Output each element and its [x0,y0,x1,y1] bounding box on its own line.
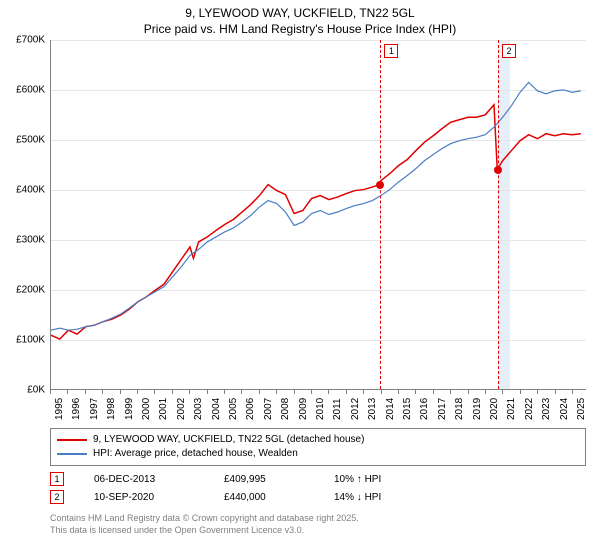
x-tick-label: 2025 [576,398,587,420]
series-hpi [51,82,581,330]
page-subtitle: Price paid vs. HM Land Registry's House … [0,20,600,40]
sale-date: 06-DEC-2013 [94,474,194,485]
footer-line2: This data is licensed under the Open Gov… [50,524,586,536]
y-tick-label: £600K [3,85,45,96]
x-tick-label: 2012 [350,398,361,420]
footer: Contains HM Land Registry data © Crown c… [50,512,586,536]
legend-swatch [57,453,87,455]
x-tick-label: 2015 [402,398,413,420]
x-tick-label: 2017 [437,398,448,420]
y-tick-label: £0K [3,385,45,396]
x-tick-label: 2007 [263,398,274,420]
plot-area: £0K£100K£200K£300K£400K£500K£600K£700K12 [50,40,586,390]
x-tick-label: 2004 [211,398,222,420]
x-tick-label: 2011 [332,398,343,420]
x-tick-label: 1996 [71,398,82,420]
x-tick-label: 2021 [506,398,517,420]
y-tick-label: £500K [3,135,45,146]
sale-marker: 1 [384,44,398,58]
x-tick-label: 2013 [367,398,378,420]
page-title: 9, LYEWOOD WAY, UCKFIELD, TN22 5GL [0,0,600,20]
x-tick-label: 2010 [315,398,326,420]
x-tick-label: 2008 [280,398,291,420]
sale-marker-box: 2 [50,490,64,504]
y-tick-label: £700K [3,35,45,46]
chart-lines [51,40,586,389]
y-tick-label: £200K [3,285,45,296]
x-tick-label: 2016 [419,398,430,420]
x-tick-label: 2003 [193,398,204,420]
sales-list: 1 06-DEC-2013 £409,995 10% ↑ HPI 2 10-SEP-202… [0,470,600,506]
x-tick-label: 1995 [54,398,65,420]
sale-price: £409,995 [224,474,304,485]
x-tick-label: 2005 [228,398,239,420]
chart-container: £0K£100K£200K£300K£400K£500K£600K£700K12… [50,40,586,422]
sale-date: 10-SEP-2020 [94,492,194,503]
x-tick-label: 2002 [176,398,187,420]
legend-row: HPI: Average price, detached house, Weal… [57,447,579,461]
sale-marker: 2 [502,44,516,58]
sale-diff: 10% ↑ HPI [334,474,381,485]
x-tick-label: 2000 [141,398,152,420]
y-tick-label: £400K [3,185,45,196]
x-tick-label: 1998 [106,398,117,420]
x-tick-label: 2018 [454,398,465,420]
legend-row: 9, LYEWOOD WAY, UCKFIELD, TN22 5GL (deta… [57,433,579,447]
x-tick-label: 2024 [559,398,570,420]
series-property [51,105,581,339]
legend-label: HPI: Average price, detached house, Weal… [93,447,298,461]
x-tick-label: 2019 [472,398,483,420]
x-tick-label: 2020 [489,398,500,420]
x-tick-label: 2022 [524,398,535,420]
y-tick-label: £100K [3,335,45,346]
x-tick-label: 2009 [298,398,309,420]
x-tick-label: 2023 [541,398,552,420]
sale-marker-box: 1 [50,472,64,486]
sale-row: 1 06-DEC-2013 £409,995 10% ↑ HPI [50,470,586,488]
sale-diff: 14% ↓ HPI [334,492,381,503]
x-tick-label: 2006 [245,398,256,420]
sale-dot [494,166,502,174]
y-tick-label: £300K [3,235,45,246]
x-tick-label: 2001 [158,398,169,420]
x-tick-label: 1999 [124,398,135,420]
x-axis: 1995 1996 1997 1998 1999 2000 2001 2002 2003 2004… [50,390,586,422]
legend-label: 9, LYEWOOD WAY, UCKFIELD, TN22 5GL (deta… [93,433,364,447]
x-tick-label: 1997 [89,398,100,420]
sale-price: £440,000 [224,492,304,503]
sale-dot [376,181,384,189]
x-tick-label: 2014 [385,398,396,420]
sale-row: 2 10-SEP-2020 £440,000 14% ↓ HPI [50,488,586,506]
footer-line1: Contains HM Land Registry data © Crown c… [50,512,586,524]
legend-swatch [57,439,87,441]
legend: 9, LYEWOOD WAY, UCKFIELD, TN22 5GL (deta… [50,428,586,466]
